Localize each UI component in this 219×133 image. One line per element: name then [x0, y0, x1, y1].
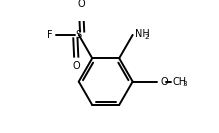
Text: O: O [78, 0, 85, 9]
Text: 3: 3 [182, 81, 187, 87]
Text: 2: 2 [145, 34, 149, 40]
Text: NH: NH [135, 29, 150, 39]
Text: O: O [72, 61, 80, 71]
Text: O: O [161, 77, 168, 87]
Text: CH: CH [172, 77, 186, 87]
Text: S: S [76, 30, 82, 40]
Text: F: F [47, 30, 52, 40]
